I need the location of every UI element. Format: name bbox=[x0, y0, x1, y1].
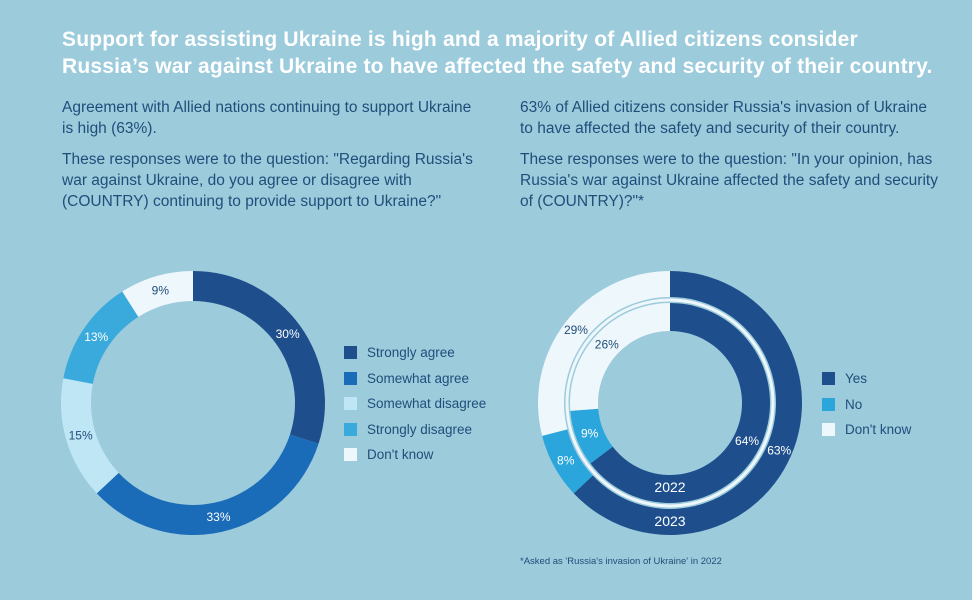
right-donut-inner-slice-2 bbox=[570, 303, 670, 411]
right-legend-label-0: Yes bbox=[845, 371, 868, 387]
left-donut-label-4: 9% bbox=[152, 284, 170, 298]
left-description: Agreement with Allied nations continuing… bbox=[62, 97, 482, 222]
right-legend-swatch-1 bbox=[822, 397, 835, 411]
left-legend-label-3: Strongly disagree bbox=[367, 421, 473, 437]
right-legend-item-1: No bbox=[822, 392, 911, 418]
left-legend-item-3: Strongly disagree bbox=[344, 417, 486, 443]
left-donut-slice-1 bbox=[96, 434, 319, 536]
left-legend-item-4: Don't know bbox=[344, 442, 486, 468]
left-legend-swatch-2 bbox=[344, 397, 357, 411]
title-line-2: Russia’s war against Ukraine to have aff… bbox=[62, 55, 933, 78]
right-legend-label-2: Don't know bbox=[845, 422, 912, 438]
right-donut-outer-label-1: 8% bbox=[557, 453, 575, 467]
right-legend-swatch-0 bbox=[822, 372, 835, 386]
left-legend-swatch-3 bbox=[344, 422, 357, 436]
right-donut-inner-slice-1 bbox=[570, 408, 613, 464]
right-intro: 63% of Allied citizens consider Russia's… bbox=[520, 99, 928, 137]
right-legend-item-0: Yes bbox=[822, 366, 911, 392]
left-donut-label-3: 13% bbox=[84, 330, 108, 344]
left-legend-swatch-4 bbox=[344, 448, 357, 462]
left-donut-label-0: 30% bbox=[276, 327, 300, 341]
right-donut-outer-year: 2023 bbox=[654, 513, 685, 529]
right-donut-inner-label-2: 26% bbox=[595, 338, 619, 352]
right-description: 63% of Allied citizens consider Russia's… bbox=[520, 97, 940, 222]
left-legend-item-1: Somewhat agree bbox=[344, 366, 486, 392]
right-donut-outer-slice-2 bbox=[538, 271, 670, 436]
left-question: These responses were to the question: "R… bbox=[62, 151, 473, 210]
left-legend-swatch-1 bbox=[344, 371, 357, 385]
page-title: Support for assisting Ukraine is high an… bbox=[62, 26, 952, 80]
right-legend: Yes No Don't know bbox=[822, 366, 911, 443]
left-legend: Strongly agree Somewhat agree Somewhat dis… bbox=[344, 340, 486, 468]
title-line-1: Support for assisting Ukraine is high an… bbox=[62, 28, 858, 51]
right-donut-outer-label-2: 29% bbox=[564, 323, 588, 337]
right-donut-inner-slice-0 bbox=[590, 303, 770, 503]
left-intro: Agreement with Allied nations continuing… bbox=[62, 99, 472, 137]
left-donut-slice-3 bbox=[63, 291, 139, 384]
left-donut-slice-0 bbox=[193, 271, 325, 444]
right-donut-outer-slice-1 bbox=[542, 429, 593, 494]
right-legend-item-2: Don't know bbox=[822, 417, 911, 443]
left-legend-label-0: Strongly agree bbox=[367, 345, 455, 361]
right-legend-label-1: No bbox=[845, 396, 863, 412]
left-legend-label-4: Don't know bbox=[367, 447, 434, 463]
right-donut-outer-label-0: 63% bbox=[767, 443, 791, 457]
right-donut-outer-slice-0 bbox=[573, 271, 802, 535]
left-legend-item-2: Somewhat disagree bbox=[344, 391, 486, 417]
left-donut-slice-2 bbox=[60, 378, 119, 494]
right-question: These responses were to the question: "I… bbox=[520, 151, 938, 210]
footnote: *Asked as 'Russia's invasion of Ukraine'… bbox=[520, 556, 722, 567]
left-donut-label-1: 33% bbox=[207, 510, 231, 524]
left-donut-slice-4 bbox=[122, 271, 193, 317]
right-donut-separator bbox=[565, 298, 775, 508]
right-donut-inner-label-1: 9% bbox=[581, 427, 599, 441]
right-legend-swatch-2 bbox=[822, 423, 835, 437]
left-legend-item-0: Strongly agree bbox=[344, 340, 486, 366]
left-donut-label-2: 15% bbox=[69, 429, 93, 443]
left-legend-swatch-0 bbox=[344, 346, 357, 360]
right-donut-inner-label-0: 64% bbox=[735, 434, 759, 448]
right-donut-inner-year: 2022 bbox=[654, 479, 685, 495]
left-legend-label-2: Somewhat disagree bbox=[367, 396, 487, 412]
left-legend-label-1: Somewhat agree bbox=[367, 370, 470, 386]
